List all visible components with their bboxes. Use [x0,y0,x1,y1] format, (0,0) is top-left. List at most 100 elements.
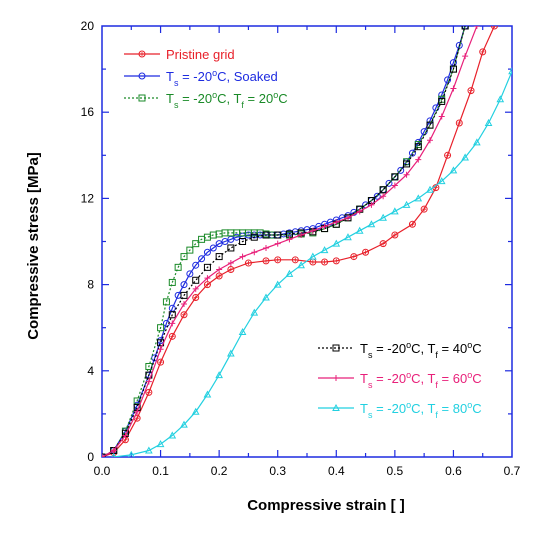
data-point [168,431,177,439]
plot-frame [101,25,513,458]
data-point [462,53,469,60]
x-tick-label: 0.3 [269,464,286,478]
data-point [285,269,294,277]
data-point [168,332,176,340]
data-point [461,26,469,30]
data-point [298,232,305,239]
data-point [192,240,200,248]
data-point [368,201,375,208]
data-point [191,407,200,415]
data-point [263,244,269,251]
data-point [122,432,129,439]
data-point [127,450,135,457]
x-tick-label: 0.7 [504,464,521,478]
legend-label: Ts = -20oC, Tf = 20oC [166,90,288,110]
data-point [297,261,305,269]
data-point [110,447,117,454]
data-point-cross [480,49,485,54]
data-point [198,255,206,263]
data-point [379,213,387,221]
data-point [204,275,211,282]
data-point [321,223,328,230]
data-point-cross [205,282,210,287]
data-point [455,119,463,127]
data-point [180,291,188,299]
x-tick-label: 0.6 [445,464,462,478]
data-point [420,205,428,213]
data-point-cross [433,185,438,190]
data-point [427,137,433,144]
data-point [496,95,505,103]
x-tick-label: 0.2 [211,464,228,478]
data-point [215,272,223,280]
data-point [391,182,398,189]
data-point [333,219,340,226]
data-point [227,349,235,357]
data-point [274,256,282,264]
data-point [138,72,146,80]
data-point [286,236,293,243]
data-point [227,266,235,274]
legend-item: Pristine grid [124,47,235,62]
data-point-cross [310,259,315,264]
data-point [250,308,259,316]
data-point [461,153,469,161]
data-point [397,166,405,174]
data-point-cross [457,120,462,125]
y-tick-label: 20 [81,19,95,33]
y-tick-label: 8 [87,278,94,292]
data-point-cross [351,254,356,259]
data-point [309,227,316,234]
data-point [215,253,223,261]
data-point [262,257,270,265]
data-point [402,200,411,208]
data-point-cross [135,416,140,421]
data-point [221,238,229,245]
data-point [332,257,340,265]
data-point-cross [322,259,327,264]
data-point [345,214,351,221]
data-point [380,193,387,200]
data-point [273,280,282,288]
series-5 [111,67,512,457]
data-point-cross [363,250,368,255]
series-line [113,71,512,457]
y-tick-label: 16 [81,105,95,119]
data-point [250,233,258,241]
series-layer [102,26,512,457]
data-point [227,244,235,252]
data-point [332,239,341,247]
series-line [102,26,495,457]
data-point [180,311,188,319]
data-point [449,65,457,73]
data-point [111,452,116,457]
data-point [145,378,152,385]
data-point [332,403,340,411]
data-point [291,256,299,264]
data-point-cross [293,257,298,262]
data-point [508,67,512,75]
data-point [168,278,176,286]
data-point-cross [193,295,198,300]
data-point [355,226,364,234]
data-point [437,177,446,185]
series-4 [102,26,480,457]
data-point [391,173,399,181]
data-point [157,358,165,366]
data-point [203,263,211,271]
data-point [356,208,363,215]
axis-ticks [102,26,512,457]
data-point [215,371,223,379]
legend-item: Ts = -20oC, Soaked [124,68,278,88]
data-point [251,249,258,256]
data-point [145,388,153,396]
data-point-cross [228,267,233,272]
legend-label: Ts = -20oC, Tf = 80oC [360,400,482,420]
data-point [192,276,200,284]
data-point [216,266,223,273]
data-point [391,207,399,215]
data-point [174,263,182,271]
data-point [379,240,387,248]
data-point [192,294,200,302]
